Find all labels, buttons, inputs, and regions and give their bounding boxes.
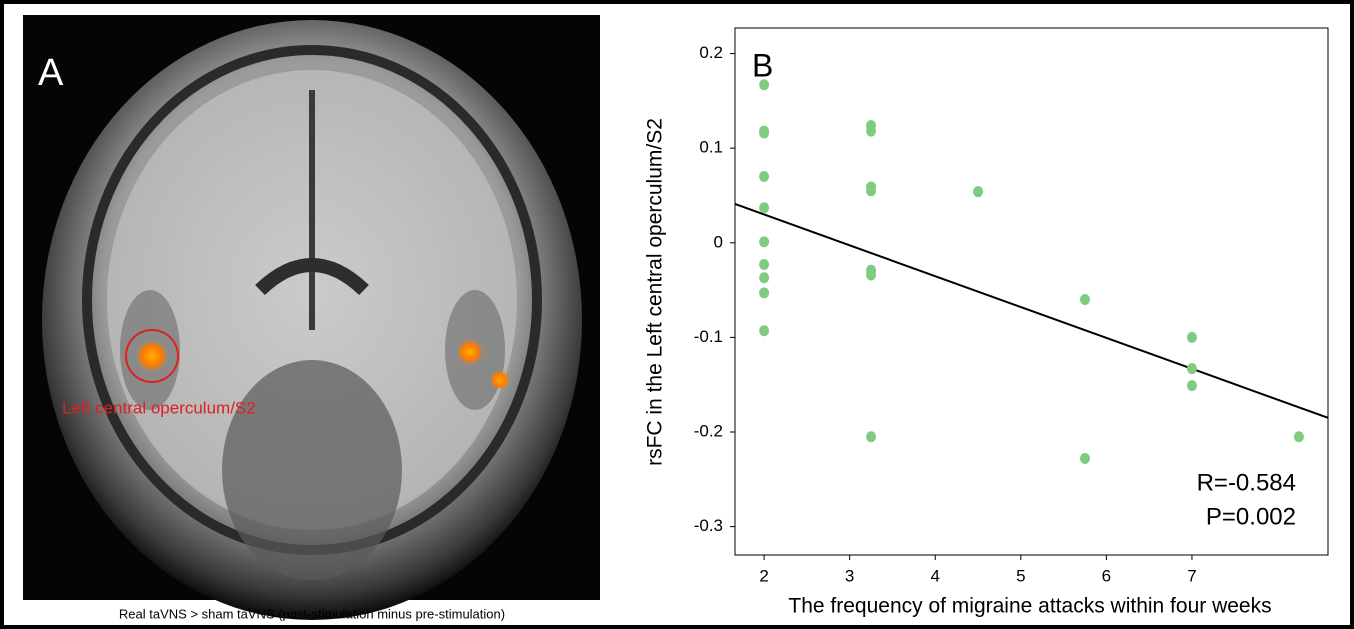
caption: Real taVNS > sham taVNS (post-stimulatio… (119, 606, 505, 621)
point (759, 259, 769, 270)
point (1187, 363, 1197, 374)
x-tick-label: 7 (1187, 566, 1196, 585)
point (1187, 332, 1197, 343)
x-tick-label: 3 (845, 566, 854, 585)
y-axis-label: rsFC in the Left central operculum/S2 (644, 118, 667, 466)
y-tick-label: 0.2 (699, 43, 723, 62)
figure: A Left central operculum/S2 Real taVNS >… (0, 0, 1354, 629)
y-tick-label: -0.2 (694, 421, 723, 440)
point (759, 79, 769, 90)
annotation: P=0.002 (1206, 503, 1296, 530)
x-axis-label: The frequency of migraine attacks within… (788, 595, 1271, 618)
panel-label: B (752, 47, 773, 83)
point (759, 171, 769, 182)
point (1294, 431, 1304, 442)
annotation: R=-0.584 (1197, 469, 1296, 496)
point (1187, 380, 1197, 391)
x-tick-label: 5 (1016, 566, 1025, 585)
point (866, 269, 876, 280)
annotation: Left central operculum/S2 (62, 398, 256, 417)
point (973, 186, 983, 197)
point (1080, 453, 1090, 464)
point (1080, 294, 1090, 305)
point (866, 185, 876, 196)
x-tick-label: 4 (930, 566, 939, 585)
point (759, 287, 769, 298)
x-tick-label: 6 (1102, 566, 1111, 585)
point (759, 236, 769, 247)
x-tick-label: 2 (759, 566, 768, 585)
point (866, 431, 876, 442)
y-tick-label: -0.1 (694, 327, 723, 346)
trend-line (735, 204, 1328, 418)
point (866, 126, 876, 137)
brain-image (23, 15, 600, 620)
point (759, 325, 769, 336)
y-tick-label: 0.1 (699, 138, 723, 157)
point (759, 272, 769, 283)
point (759, 202, 769, 213)
panel-label: A (38, 52, 64, 94)
y-tick-label: -0.3 (694, 516, 723, 535)
point (759, 128, 769, 139)
y-tick-label: 0 (714, 232, 723, 251)
